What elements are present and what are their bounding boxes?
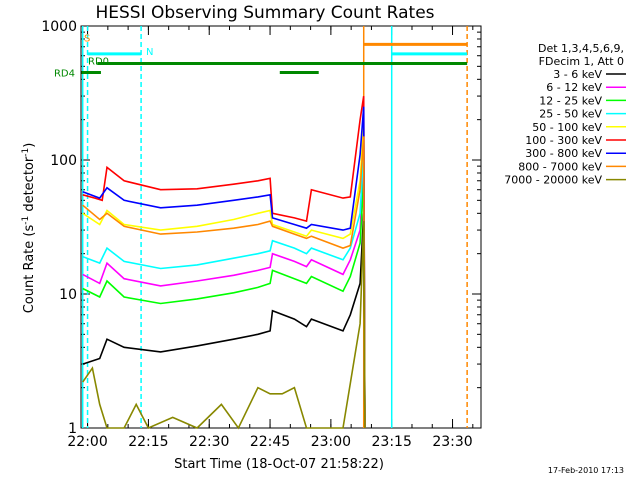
x-tick-label: 22:15 <box>128 434 168 450</box>
legend-entry-label: 300 - 800 keV <box>525 147 602 160</box>
legend-header-1: Det 1,3,4,5,6,9, <box>538 42 624 55</box>
x-tick-label: 23:15 <box>372 434 412 450</box>
x-tick-label: 22:00 <box>67 434 107 450</box>
series-line <box>82 106 366 429</box>
series-line <box>82 136 366 429</box>
series-line <box>82 122 366 429</box>
state-bar-label: S <box>84 33 90 44</box>
legend-entry-label: 7000 - 20000 keV <box>504 174 602 187</box>
series-line <box>82 149 366 429</box>
y-axis: 1 10 100 1000 <box>41 19 481 437</box>
series-line <box>82 180 366 429</box>
y-tick-label: 1000 <box>41 19 77 35</box>
y-tick-label: 10 <box>59 287 77 303</box>
series-line <box>82 221 366 430</box>
x-tick-label: 23:30 <box>432 434 472 450</box>
plot-frame <box>80 25 482 429</box>
state-bar-label: N <box>146 47 153 58</box>
y-tick-label: 1 <box>68 421 77 437</box>
legend-entry-label: 100 - 300 keV <box>525 134 602 147</box>
series-lines <box>82 95 366 430</box>
state-bar-label: RD4 <box>54 68 75 79</box>
series-line <box>82 166 366 429</box>
state-bars: S N RD0 RD4 <box>54 33 468 79</box>
legend-header-2: FDecim 1, Att 0 <box>539 55 624 68</box>
series-line <box>82 95 366 429</box>
legend-entry-label: 12 - 25 keV <box>539 94 602 107</box>
chart-title: HESSI Observing Summary Count Rates <box>95 3 434 23</box>
y-tick-label: 100 <box>50 153 77 169</box>
legend-entry-label: 25 - 50 keV <box>539 108 602 121</box>
state-bar-label: RD0 <box>88 56 109 67</box>
legend-entry-label: 3 - 6 keV <box>553 68 602 81</box>
footer-timestamp: 17-Feb-2010 17:13 <box>548 466 624 475</box>
legend-entry-label: 800 - 7000 keV <box>518 160 602 173</box>
legend-entry-label: 6 - 12 keV <box>546 81 602 94</box>
x-tick-label: 23:00 <box>311 434 351 450</box>
legend-entry-label: 50 - 100 keV <box>532 121 602 134</box>
x-tick-label: 22:45 <box>250 434 290 450</box>
y-axis-label: Count Rate (s-1 detector-1) <box>21 143 37 314</box>
series-line <box>82 213 366 429</box>
x-axis-label: Start Time (18-Oct-07 21:58:22) <box>174 457 384 472</box>
x-tick-label: 22:30 <box>189 434 229 450</box>
x-axis: 22:00 22:15 22:30 22:45 23:00 23:15 23:30 <box>67 26 474 450</box>
